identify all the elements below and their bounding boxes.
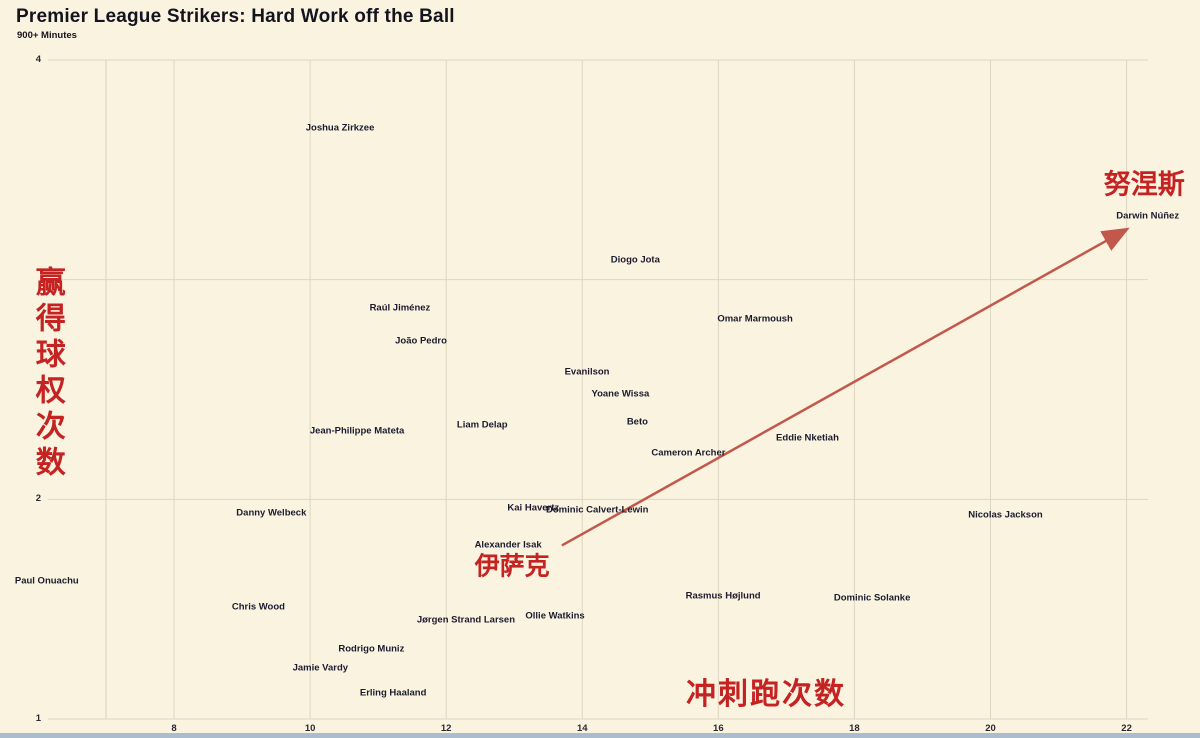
y-tick-label: 1: [35, 713, 41, 724]
bottom-edge-strip: [0, 733, 1200, 738]
trend-arrow: [561, 227, 1130, 547]
x-tick-label: 16: [713, 723, 724, 734]
player-label: Alexander Isak: [474, 539, 542, 551]
player-label: Eddie Nketiah: [776, 432, 839, 444]
x-tick-label: 20: [985, 723, 996, 734]
player-label: Evanilson: [564, 366, 610, 378]
player-label: Nicolas Jackson: [968, 509, 1043, 521]
x-axis-label-chinese: 冲刺跑次数: [685, 677, 846, 711]
chart-subtitle: 900+ Minutes: [17, 30, 77, 41]
x-tick-label: 14: [576, 723, 588, 734]
x-tick-label: 12: [440, 723, 452, 734]
player-label: Beto: [626, 416, 648, 428]
player-label: Joshua Zirkzee: [305, 122, 375, 134]
y-tick-label: 4: [35, 54, 41, 65]
y-tick-label: 2: [35, 493, 41, 505]
player-label: Chris Wood: [231, 601, 285, 613]
x-tick-label: 18: [849, 723, 860, 734]
x-tick-label: 8: [171, 723, 177, 734]
player-label: Darwin Núñez: [1116, 210, 1180, 222]
player-label: Danny Welbeck: [236, 507, 307, 518]
player-label: Liam Delap: [456, 419, 508, 431]
player-label: Omar Marmoush: [717, 313, 793, 325]
x-tick-label: 10: [304, 723, 316, 734]
y-axis-label-chinese: 赢得球权次数: [30, 266, 64, 483]
player-label: Jørgen Strand Larsen: [416, 614, 516, 626]
player-label: Dominic Calvert-Lewin: [546, 504, 649, 516]
player-label: Kai Havertz: [507, 502, 560, 514]
player-label: Yoane Wissa: [591, 388, 650, 400]
player-label: Raúl Jiménez: [369, 302, 431, 314]
player-label: Rasmus Højlund: [685, 590, 761, 602]
player-label: Erling Haaland: [359, 687, 427, 699]
player-label: Jamie Vardy: [292, 662, 349, 674]
player-label: Cameron Archer: [651, 447, 726, 459]
player-label: Rodrigo Muniz: [338, 643, 405, 655]
player-label: Jean-Philippe Mateta: [309, 425, 405, 437]
player-label: Ollie Watkins: [525, 610, 585, 622]
x-tick-label: 22: [1121, 723, 1132, 734]
player-label: Paul Onuachu: [14, 575, 79, 587]
annotation-nunez: 努涅斯: [1103, 169, 1185, 200]
player-label: Diogo Jota: [610, 254, 660, 266]
chart-title: Premier League Strikers: Hard Work off t…: [16, 6, 455, 27]
annotation-isak: 伊萨克: [474, 552, 550, 581]
player-label: Dominic Solanke: [833, 592, 911, 604]
player-label: João Pedro: [395, 335, 447, 347]
